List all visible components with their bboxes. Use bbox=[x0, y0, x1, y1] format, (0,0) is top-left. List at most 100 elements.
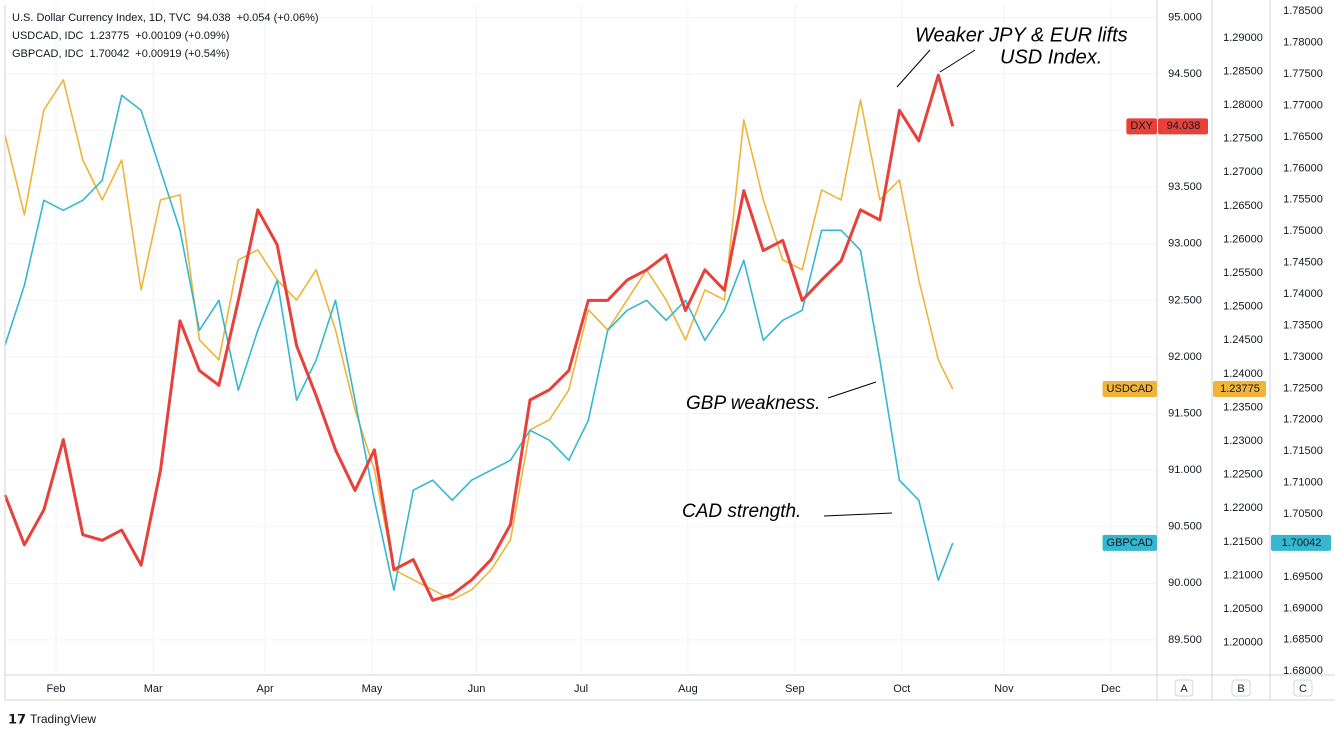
y-tick-label: 91.000 bbox=[1168, 464, 1202, 476]
y-tick-label: 1.72500 bbox=[1283, 382, 1323, 394]
y-tick-label: 1.26000 bbox=[1223, 233, 1263, 245]
series-line bbox=[4, 79, 954, 601]
price-tag-box bbox=[1213, 381, 1266, 398]
y-tick-label: 1.73500 bbox=[1283, 319, 1323, 331]
x-tick-label: Feb bbox=[47, 683, 66, 695]
annotation-arrow bbox=[827, 381, 877, 399]
y-tick-label: 1.74500 bbox=[1283, 257, 1323, 269]
axis-name-box bbox=[1174, 679, 1194, 697]
price-tag-value: 1.23775 bbox=[1220, 383, 1260, 395]
y-tick-label: 92.000 bbox=[1168, 351, 1202, 363]
price-tag-value: 1.70042 bbox=[1282, 537, 1322, 549]
annotation: CAD strength. bbox=[682, 501, 801, 522]
y-tick-label: 1.68500 bbox=[1283, 634, 1323, 646]
y-tick-label: 1.27000 bbox=[1223, 166, 1263, 178]
x-tick-label: Nov bbox=[994, 683, 1014, 695]
y-tick-label: 1.25500 bbox=[1223, 267, 1263, 279]
y-tick-label: 1.70500 bbox=[1283, 508, 1323, 520]
annotation-arrow bbox=[939, 49, 976, 73]
y-tick-label: 1.69500 bbox=[1283, 571, 1323, 583]
plot bbox=[3, 73, 955, 602]
y-tick-label: 1.78000 bbox=[1283, 37, 1323, 49]
legend-value: 94.038 bbox=[197, 12, 231, 24]
y-tick-label: 92.500 bbox=[1168, 294, 1202, 306]
y-tick-label: 1.25000 bbox=[1223, 301, 1263, 313]
y-tick-label: 1.77500 bbox=[1283, 68, 1323, 80]
y-tick-label: 1.22000 bbox=[1223, 502, 1263, 514]
y-tick-label: 1.21500 bbox=[1223, 536, 1263, 548]
price-tag-box bbox=[1271, 534, 1331, 551]
y-tick-label: 1.22500 bbox=[1223, 469, 1263, 481]
y-tick-label: 1.78500 bbox=[1283, 5, 1323, 17]
price-tag-value: 94.038 bbox=[1167, 120, 1201, 132]
axis-name: C bbox=[1299, 683, 1307, 695]
price-tag-name-box bbox=[1102, 534, 1157, 551]
y-tick-label: 91.500 bbox=[1168, 407, 1202, 419]
price-tag-name: GBPCAD bbox=[1107, 537, 1154, 549]
y-tick-label: 1.23000 bbox=[1223, 435, 1263, 447]
y-tick-label: 1.24000 bbox=[1223, 368, 1263, 380]
y-tick-label: 93.500 bbox=[1168, 181, 1202, 193]
y-tick-label: 1.77000 bbox=[1283, 99, 1323, 111]
axis-name-box bbox=[1231, 679, 1251, 697]
x-tick-label: May bbox=[362, 683, 383, 695]
x-tick-label: Apr bbox=[256, 683, 273, 695]
annotation-arrow bbox=[823, 512, 893, 517]
price-tag: USDCAD 1.23775 bbox=[1102, 381, 1266, 398]
annotation-arrow bbox=[896, 49, 931, 88]
x-tick-label: Dec bbox=[1101, 683, 1121, 695]
y-tick-label: 1.20500 bbox=[1223, 603, 1263, 615]
y-tick-label: 1.24500 bbox=[1223, 334, 1263, 346]
annotation: GBP weakness. bbox=[686, 393, 820, 414]
axis-name: B bbox=[1237, 683, 1244, 695]
y-tick-label: 1.75500 bbox=[1283, 194, 1323, 206]
y-tick-label: 1.71500 bbox=[1283, 445, 1323, 457]
axis-name-box bbox=[1293, 679, 1313, 697]
x-tick-label: Aug bbox=[678, 683, 698, 695]
y-tick-label: 1.76500 bbox=[1283, 131, 1323, 143]
x-tick-label: Sep bbox=[785, 683, 805, 695]
legend-change: +0.00109 (+0.09%) bbox=[135, 30, 229, 42]
brand: 𝟭𝟳 TradingView bbox=[8, 711, 96, 726]
price-tag-box bbox=[1158, 118, 1208, 135]
price-tag: DXY 94.038 bbox=[1126, 118, 1208, 135]
legend-name: U.S. Dollar Currency Index, 1D, TVC bbox=[12, 12, 191, 24]
legend-change: +0.054 (+0.06%) bbox=[237, 12, 319, 24]
y-tick-label: 1.29000 bbox=[1223, 32, 1263, 44]
y-tick-label: 1.72000 bbox=[1283, 414, 1323, 426]
legend-name: USDCAD, IDC bbox=[12, 30, 84, 42]
y-tick-label: 1.26500 bbox=[1223, 200, 1263, 212]
y-tick-label: 90.000 bbox=[1168, 577, 1202, 589]
y-tick-label: 1.27500 bbox=[1223, 133, 1263, 145]
y-tick-label: 1.68000 bbox=[1283, 665, 1323, 677]
series-line bbox=[4, 94, 954, 591]
y-tick-label: 93.000 bbox=[1168, 238, 1202, 250]
y-tick-label: 1.23500 bbox=[1223, 401, 1263, 413]
x-tick-label: Mar bbox=[144, 683, 163, 695]
x-tick-label: Jul bbox=[574, 683, 588, 695]
x-tick-label: Oct bbox=[893, 683, 910, 695]
y-tick-label: 1.75000 bbox=[1283, 225, 1323, 237]
x-tick-label: Jun bbox=[468, 683, 486, 695]
price-tag-name-box bbox=[1102, 381, 1157, 398]
y-tick-label: 1.71000 bbox=[1283, 477, 1323, 489]
y-tick-label: 94.500 bbox=[1168, 68, 1202, 80]
brand-logo: 𝟭𝟳 bbox=[8, 711, 26, 726]
y-tick-label: 1.28000 bbox=[1223, 99, 1263, 111]
annotation: Weaker JPY & EUR lifts bbox=[915, 24, 1128, 46]
legend-value: 1.70042 bbox=[90, 48, 130, 60]
legend-name: GBPCAD, IDC bbox=[12, 48, 84, 60]
price-tag-name: DXY bbox=[1130, 120, 1153, 132]
y-tick-label: 95.000 bbox=[1168, 11, 1202, 23]
price-tag-name: USDCAD bbox=[1107, 383, 1154, 395]
price-tag: GBPCAD 1.70042 bbox=[1102, 534, 1331, 551]
price-tag-name-box bbox=[1126, 118, 1157, 135]
y-tick-label: 1.21000 bbox=[1223, 569, 1263, 581]
y-tick-label: 1.20000 bbox=[1223, 637, 1263, 649]
legend-value: 1.23775 bbox=[90, 30, 130, 42]
y-tick-label: 1.76000 bbox=[1283, 162, 1323, 174]
legend-change: +0.00919 (+0.54%) bbox=[135, 48, 229, 60]
y-tick-label: 1.69000 bbox=[1283, 602, 1323, 614]
